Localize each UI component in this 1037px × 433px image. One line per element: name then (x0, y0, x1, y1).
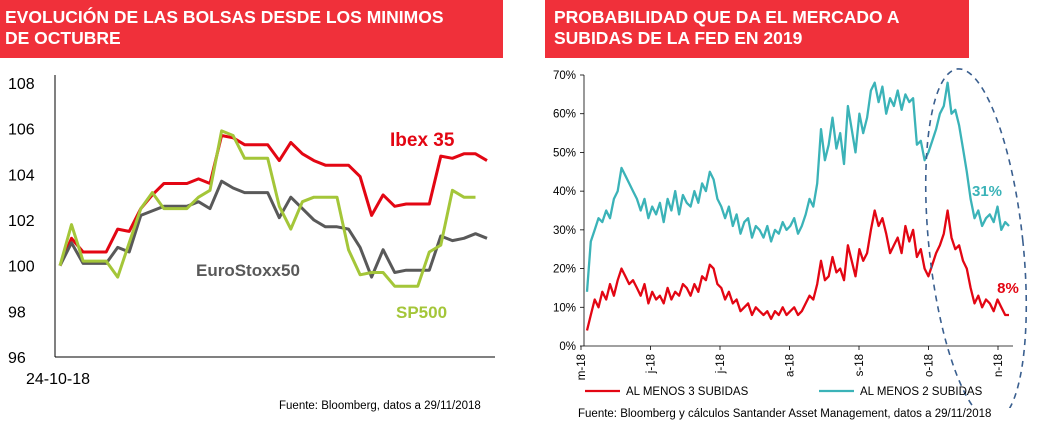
right-y-tick-label: 0% (559, 341, 576, 353)
right-x-tick-label: j-18 (646, 354, 658, 374)
series-label-eurostoxx50: EuroStoxx50 (196, 261, 300, 280)
left-chart-title-line2: DE OCTUBRE (5, 28, 121, 48)
highlight-ellipse (924, 68, 1028, 408)
right-x-tick-label: o-18 (924, 354, 936, 377)
right-x-tick-label: n-18 (993, 354, 1005, 377)
left-chart-title-line1: EVOLUCIÓN DE LAS BOLSAS DESDE LOS MINIMO… (5, 7, 444, 27)
left-y-tick-label: 100 (8, 259, 35, 276)
right-chart-title-line2: SUBIDAS DE LA FED EN 2019 (554, 28, 803, 48)
left-y-tick-label: 106 (8, 122, 35, 139)
left-chart-title-banner: EVOLUCIÓN DE LAS BOLSAS DESDE LOS MINIMO… (0, 0, 503, 58)
left-x-start-label: 24-10-18 (26, 371, 90, 388)
right-x-tick-label: j-18 (715, 354, 727, 374)
fed-probability-chart: 0% 10% 20% 30% 40% 50% 60% 70% m-18 j-18 j-18 a-18 s… (553, 68, 1028, 408)
right-y-tick-label: 30% (553, 225, 576, 237)
legend-label-2-subidas: AL MENOS 2 SUBIDAS (860, 386, 983, 398)
right-x-tick-label: m-18 (576, 354, 588, 380)
right-y-tick-label: 50% (553, 147, 576, 159)
legend-label-3-subidas: AL MENOS 3 SUBIDAS (626, 386, 749, 398)
right-y-tick-label: 70% (553, 70, 576, 82)
left-y-tick-label: 102 (8, 213, 35, 230)
left-y-tick-label: 108 (8, 76, 35, 93)
left-y-tick-label: 96 (8, 350, 26, 367)
left-y-tick-label: 98 (8, 304, 26, 321)
annotation-8-percent: 8% (997, 280, 1019, 297)
series-label-sp500: SP500 (396, 303, 447, 322)
series-line-al-menos-3-subidas (585, 209, 1009, 331)
right-x-tick-label: s-18 (854, 354, 866, 376)
annotation-31-percent: 31% (972, 183, 1002, 200)
right-y-tick-label: 40% (553, 186, 576, 198)
right-y-tick-label: 60% (553, 109, 576, 121)
series-line-al-menos-2-subidas (585, 81, 1010, 292)
right-y-tick-label: 20% (553, 264, 576, 276)
left-chart-source: Fuente: Bloomberg, datos a 29/11/2018 (279, 400, 481, 412)
right-chart-source: Fuente: Bloomberg y cálculos Santander A… (578, 408, 992, 420)
series-line-sp500 (58, 129, 476, 288)
left-y-tick-label: 104 (8, 167, 35, 184)
right-y-tick-label: 10% (553, 302, 576, 314)
series-line-ibex-35 (58, 134, 488, 267)
right-chart-title-line1: PROBABILIDAD QUE DA EL MERCADO A (554, 7, 900, 27)
right-chart-title-banner: PROBABILIDAD QUE DA EL MERCADO A SUBIDAS… (545, 0, 969, 58)
stock-index-chart: 96 98 100 102 104 106 108 24-10-18 Ibex 35 EuroSt… (8, 75, 495, 388)
right-x-tick-label: a-18 (785, 354, 797, 377)
series-line-eurostoxx50 (58, 179, 488, 279)
series-label-ibex-35: Ibex 35 (390, 130, 455, 151)
